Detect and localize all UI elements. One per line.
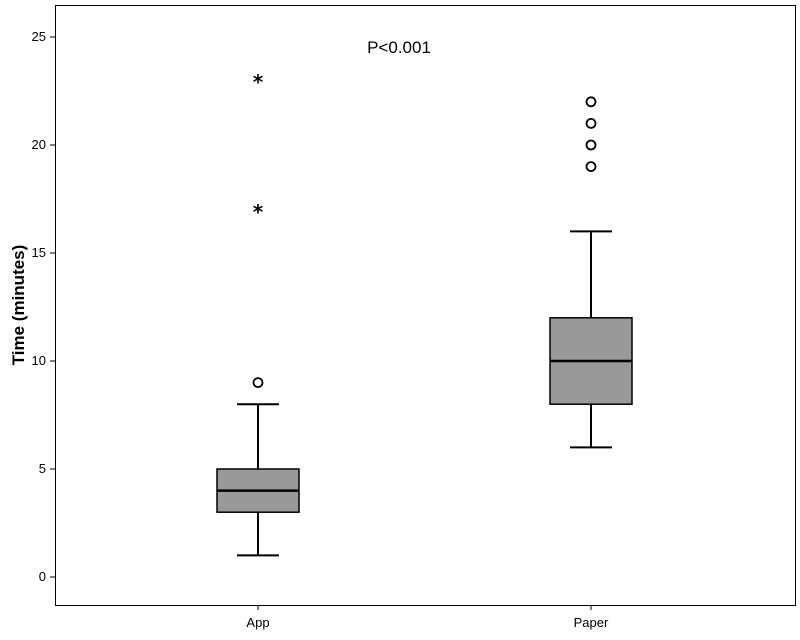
x-tick-label: Paper — [574, 615, 609, 630]
x-tick-label: App — [246, 615, 269, 630]
x-axis: App Paper — [246, 605, 609, 630]
y-axis-title: Time (minutes) — [9, 245, 28, 366]
box-group-app: ** — [216, 70, 300, 557]
y-tick-label: 25 — [32, 29, 46, 44]
y-tick-label: 20 — [32, 137, 46, 152]
outlier-point — [585, 96, 597, 108]
outlier-point — [585, 118, 597, 129]
y-axis: 0 5 10 15 20 25 — [32, 29, 55, 584]
extreme-point: * — [253, 70, 264, 94]
box-group-paper — [549, 96, 633, 449]
y-tick-label: 10 — [32, 353, 46, 368]
y-tick-label: 5 — [39, 461, 46, 476]
p-value-annotation: P<0.001 — [367, 38, 431, 57]
extreme-point: * — [253, 200, 264, 224]
y-tick-label: 15 — [32, 245, 46, 260]
outlier-point — [252, 377, 264, 389]
y-tick-label: 0 — [39, 569, 46, 584]
outlier-point — [585, 161, 597, 173]
boxes-layer: ** — [216, 70, 633, 557]
outlier-point — [585, 139, 597, 151]
plot-frame — [55, 5, 796, 606]
